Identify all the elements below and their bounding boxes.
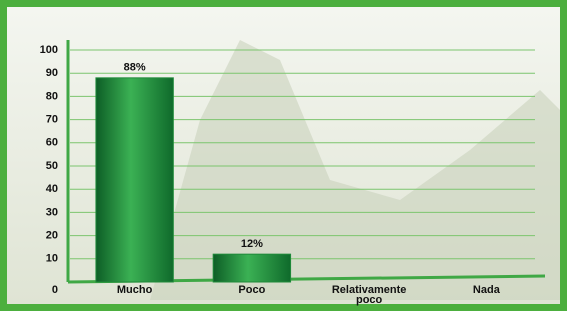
x-tick-label: Poco — [207, 285, 297, 295]
y-tick-label: 50 — [46, 160, 58, 172]
y-tick-label: 80 — [46, 90, 58, 102]
x-tick-label: Mucho — [90, 285, 180, 295]
chart: 0 10 20 30 40 50 60 70 80 90 100 88% 12% — [0, 0, 567, 311]
bar — [96, 78, 173, 282]
y-tick-label: 40 — [46, 183, 58, 195]
x-tick-label: Nada — [441, 285, 531, 295]
y-tick-label: 20 — [46, 230, 58, 242]
y-tick-label: 100 — [40, 44, 58, 56]
bar — [213, 254, 290, 282]
y-tick-label: 0 — [52, 284, 58, 296]
y-tick-label: 60 — [46, 137, 58, 149]
y-tick-label: 30 — [46, 206, 58, 218]
y-tick-label: 70 — [46, 114, 58, 126]
y-tick-label: 10 — [46, 253, 58, 265]
x-tick-label: Relativamente poco — [324, 285, 414, 305]
value-label: 88% — [124, 62, 146, 74]
value-label: 12% — [241, 238, 263, 250]
page: 0 10 20 30 40 50 60 70 80 90 100 88% 12% Mucho Poco Re… — [0, 0, 567, 311]
y-tick-label: 90 — [46, 67, 58, 79]
